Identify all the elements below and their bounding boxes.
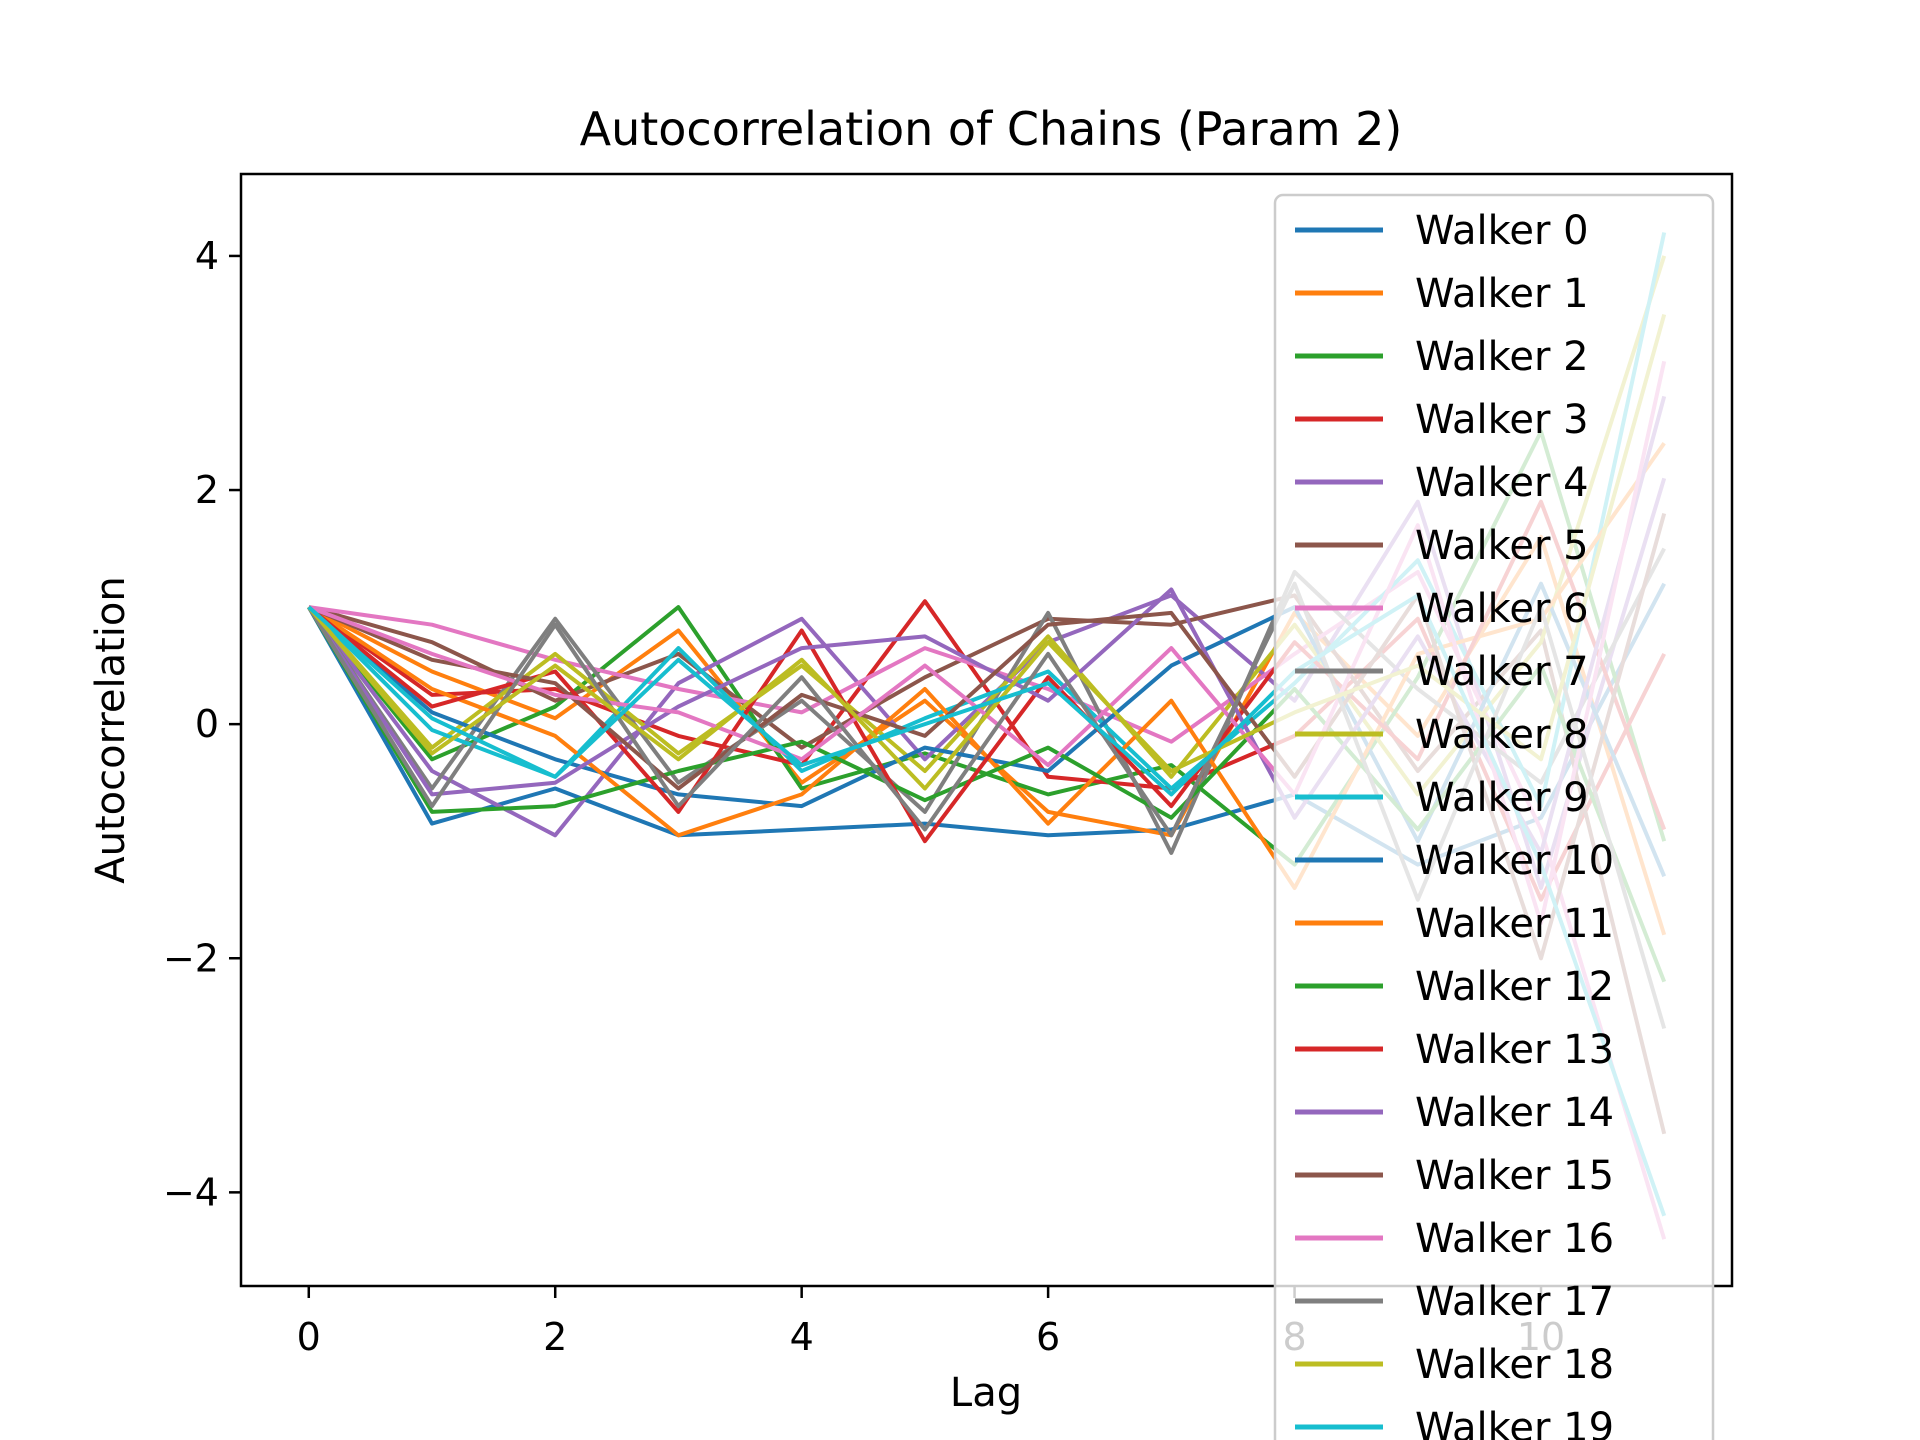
legend-item: Walker 14 [1295,1090,1614,1136]
legend-item: Walker 12 [1295,964,1614,1010]
legend-item: Walker 18 [1295,1342,1614,1388]
legend-label: Walker 4 [1415,460,1589,506]
x-tick-label: 2 [543,1315,567,1359]
legend-label: Walker 7 [1415,649,1589,695]
legend-item: Walker 16 [1295,1216,1614,1262]
x-tick-label: 0 [297,1315,321,1359]
legend: Walker 0 Walker 1 Walker 2 Walker 3 Walker 4… [1273,193,1715,1440]
legend-label: Walker 9 [1415,775,1589,821]
legend-label: Walker 1 [1415,271,1589,317]
y-tick-label: 0 [195,702,219,746]
x-axis-label: Lag [950,1370,1022,1416]
legend-label: Walker 8 [1415,712,1589,758]
legend-label: Walker 18 [1415,1342,1614,1388]
y-tick-label: −4 [163,1170,219,1214]
legend-label: Walker 10 [1415,838,1614,884]
legend-label: Walker 12 [1415,964,1614,1010]
legend-label: Walker 2 [1415,334,1589,380]
legend-item: Walker 10 [1295,838,1614,884]
y-tick-label: −2 [163,936,219,980]
legend-label: Walker 15 [1415,1153,1614,1199]
legend-label: Walker 3 [1415,397,1589,443]
legend-item: Walker 0 [1295,208,1589,254]
x-tick-label: 6 [1036,1315,1060,1359]
y-tick-label: 4 [195,234,219,278]
legend-item: Walker 5 [1295,523,1589,569]
y-axis-ticks: 4 2 0 −2 −4 [163,234,241,1214]
legend-item: Walker 13 [1295,1027,1614,1073]
legend-item: Walker 1 [1295,271,1589,317]
chart-title: Autocorrelation of Chains (Param 2) [580,102,1403,156]
legend-label: Walker 16 [1415,1216,1614,1262]
legend-item: Walker 17 [1295,1279,1614,1325]
legend-label: Walker 11 [1415,901,1614,947]
legend-item: Walker 2 [1295,334,1589,380]
legend-frame [1273,193,1715,1440]
legend-item: Walker 6 [1295,586,1589,632]
legend-item: Walker 4 [1295,460,1589,506]
legend-label: Walker 19 [1415,1405,1614,1440]
legend-item: Walker 9 [1295,775,1589,821]
legend-item: Walker 11 [1295,901,1614,947]
legend-label: Walker 0 [1415,208,1589,254]
legend-item: Walker 8 [1295,712,1589,758]
legend-item: Walker 3 [1295,397,1589,443]
legend-item: Walker 15 [1295,1153,1614,1199]
x-tick-label: 4 [790,1315,814,1359]
legend-label: Walker 6 [1415,586,1589,632]
legend-label: Walker 14 [1415,1090,1614,1136]
legend-label: Walker 17 [1415,1279,1614,1325]
legend-item: Walker 19 [1295,1405,1614,1440]
plot-area-frame [239,172,1734,1288]
legend-label: Walker 13 [1415,1027,1614,1073]
y-tick-label: 2 [195,468,219,512]
y-axis-label: Autocorrelation [88,576,134,884]
legend-label: Walker 5 [1415,523,1589,569]
legend-item: Walker 7 [1295,649,1589,695]
